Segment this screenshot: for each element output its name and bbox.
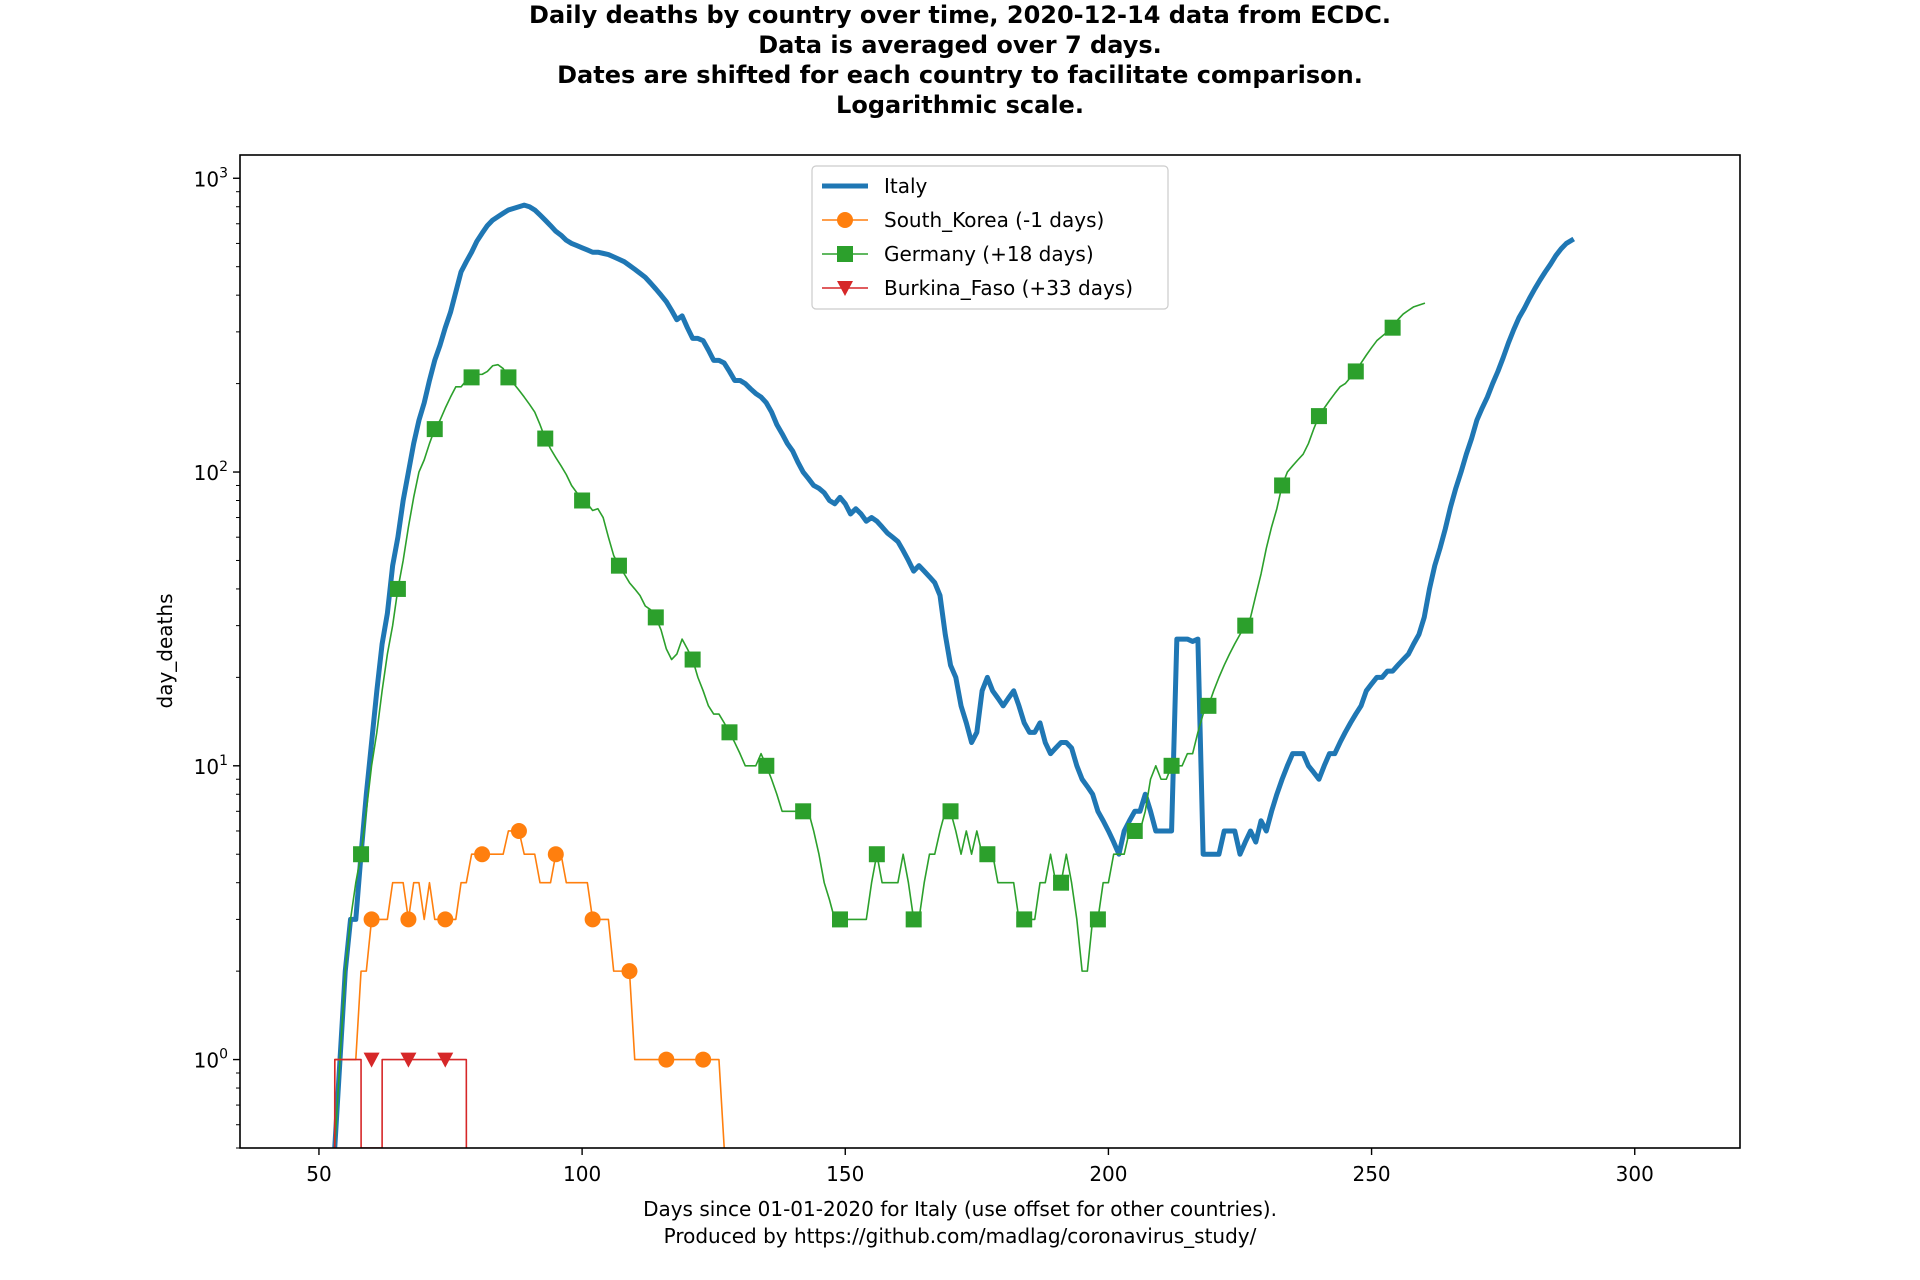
data-point-square — [647, 609, 664, 626]
data-point-circle — [658, 1051, 675, 1068]
legend-item: Burkina_Faso (+33 days) — [822, 276, 1133, 300]
series-burkina_faso — [333, 1052, 468, 1148]
data-point-circle — [474, 846, 491, 863]
legend-item: South_Korea (-1 days) — [822, 208, 1104, 232]
data-point-square — [537, 430, 554, 447]
data-point-circle — [621, 963, 638, 980]
data-point-square — [353, 846, 370, 863]
y-tick-label: 100 — [194, 1047, 228, 1073]
title-line-1: Daily deaths by country over time, 2020-… — [529, 1, 1391, 29]
y-tick-label: 103 — [194, 165, 228, 191]
series-line — [333, 1058, 468, 1148]
axes-layer: 50 100 150 200 250 300 100 101 102 103 — [194, 165, 1654, 1186]
data-point-circle — [837, 212, 853, 228]
series-layer — [332, 202, 1576, 1148]
x-axis-label: Days since 01-01-2020 for Italy (use off… — [0, 1196, 1920, 1250]
x-tick-label: 200 — [1089, 1162, 1127, 1186]
plot-frame — [239, 154, 1741, 1149]
data-point-square — [1053, 874, 1070, 891]
data-point-circle — [363, 911, 380, 928]
legend-item: Italy — [822, 174, 928, 198]
title-line-4: Logarithmic scale. — [836, 91, 1084, 119]
legend-item: Germany (+18 days) — [822, 242, 1094, 266]
data-point-square — [574, 492, 591, 509]
data-point-square — [837, 246, 853, 262]
data-point-square — [1200, 697, 1217, 714]
data-point-circle — [510, 822, 527, 839]
data-point-square — [1126, 822, 1143, 839]
series-line — [333, 830, 726, 1148]
x-axis-label-line-1: Days since 01-01-2020 for Italy (use off… — [643, 1197, 1277, 1221]
data-point-square — [1274, 477, 1291, 494]
data-point-square — [463, 369, 480, 386]
legend-label: Burkina_Faso (+33 days) — [884, 276, 1133, 300]
data-point-square — [942, 803, 959, 820]
series-south_korea — [333, 822, 726, 1148]
data-point-circle — [695, 1051, 712, 1068]
data-point-square — [500, 369, 517, 386]
x-tick-label: 250 — [1352, 1162, 1390, 1186]
legend-label: Italy — [884, 174, 928, 198]
data-point-square — [1089, 911, 1106, 928]
data-point-square — [832, 911, 848, 928]
data-point-triangle — [437, 1052, 454, 1068]
data-point-square — [426, 421, 443, 438]
data-point-square — [979, 846, 996, 863]
x-tick-label: 50 — [306, 1162, 331, 1186]
legend-box — [811, 165, 1169, 310]
data-point-circle — [547, 846, 564, 863]
legend-label: Germany (+18 days) — [884, 242, 1094, 266]
data-point-triangle — [837, 281, 853, 296]
data-point-square — [721, 724, 738, 741]
data-point-square — [868, 846, 885, 863]
data-point-circle — [437, 911, 454, 928]
series-line — [333, 302, 1426, 1148]
y-axis-label: day_deaths — [153, 594, 177, 709]
data-point-triangle — [400, 1052, 417, 1068]
series-germany — [333, 302, 1426, 1148]
data-point-square — [1347, 363, 1364, 380]
legend: Italy South_Korea (-1 days) Germany (+18 d… — [811, 165, 1169, 310]
data-point-square — [1384, 319, 1401, 336]
data-point-square — [758, 757, 775, 774]
x-tick-label: 100 — [563, 1162, 601, 1186]
x-tick-label: 150 — [826, 1162, 864, 1186]
series-line — [332, 202, 1576, 1148]
data-point-circle — [400, 911, 417, 928]
x-axis-label-line-2: Produced by https://github.com/madlag/co… — [663, 1224, 1257, 1248]
data-point-circle — [584, 911, 601, 928]
data-point-square — [610, 557, 627, 574]
data-point-square — [1310, 408, 1327, 425]
y-tick-label: 102 — [194, 459, 228, 485]
chart-title: Daily deaths by country over time, 2020-… — [0, 0, 1920, 120]
data-point-triangle — [363, 1052, 380, 1068]
data-point-square — [1016, 911, 1033, 928]
data-point-square — [389, 580, 406, 597]
data-point-square — [1163, 757, 1180, 774]
legend-label: South_Korea (-1 days) — [884, 208, 1104, 232]
data-point-square — [1237, 617, 1254, 634]
title-line-2: Data is averaged over 7 days. — [758, 31, 1162, 59]
data-point-square — [905, 911, 922, 928]
data-point-square — [795, 803, 812, 820]
series-italy — [332, 202, 1576, 1148]
x-tick-label: 300 — [1616, 1162, 1654, 1186]
y-tick-label: 101 — [194, 753, 228, 779]
title-line-3: Dates are shifted for each country to fa… — [557, 61, 1363, 89]
data-point-square — [684, 651, 701, 668]
